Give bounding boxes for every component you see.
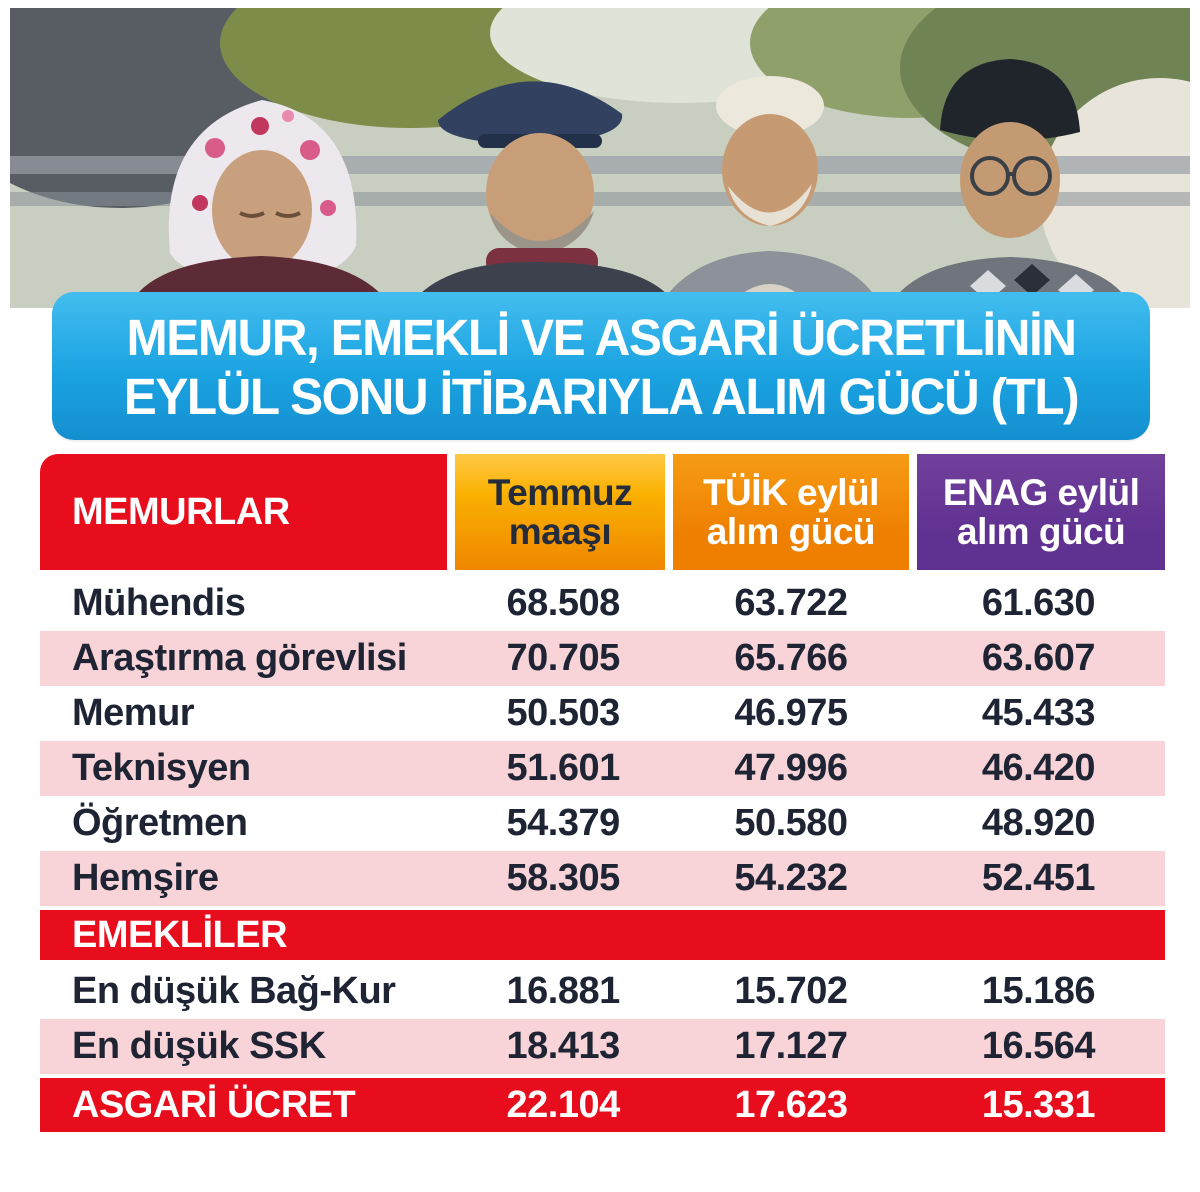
purchasing-power-table: MEMURLAR Temmuz maaşı TÜİK eylül alım gü… bbox=[40, 454, 1165, 1133]
tuik-value: 54.232 bbox=[734, 857, 848, 900]
enag-value: 52.451 bbox=[981, 857, 1096, 900]
tuik-value: 17.623 bbox=[734, 1083, 848, 1126]
title-banner: MEMUR, EMEKLİ VE ASGARİ ÜCRETLİNİN EYLÜL… bbox=[52, 292, 1150, 441]
temmuz-value: 50.503 bbox=[506, 692, 621, 735]
enag-value: 16.564 bbox=[981, 1025, 1096, 1068]
temmuz-value: 68.508 bbox=[506, 582, 621, 625]
header-tuik-eylul: TÜİK eylül alım gücü bbox=[672, 454, 910, 571]
table-row-en-dusuk-ssk: En düşük SSK 18.413 17.127 16.564 bbox=[40, 1019, 1165, 1075]
row-label: Mühendis bbox=[72, 582, 246, 625]
header-enag-eylul: ENAG eylül alım gücü bbox=[917, 454, 1165, 571]
row-label: Araştırma görevlisi bbox=[72, 637, 407, 680]
section-row-emekliler: EMEKLİLER bbox=[40, 906, 1165, 965]
infographic-page: MEMUR, EMEKLİ VE ASGARİ ÜCRETLİNİN EYLÜL… bbox=[0, 8, 1200, 1192]
table-row-muhendis: Mühendis 68.508 63.722 61.630 bbox=[40, 576, 1165, 632]
tuik-value: 47.996 bbox=[734, 747, 848, 790]
table-row-memur: Memur 50.503 46.975 45.433 bbox=[40, 686, 1165, 742]
tuik-value: 46.975 bbox=[734, 692, 848, 735]
row-label: En düşük Bağ-Kur bbox=[72, 970, 396, 1013]
pensioners-photo bbox=[10, 8, 1190, 308]
enag-value: 15.331 bbox=[981, 1083, 1096, 1126]
footer-row-asgari-ucret: ASGARİ ÜCRET 22.104 17.623 15.331 bbox=[40, 1074, 1165, 1133]
temmuz-value: 58.305 bbox=[506, 857, 621, 900]
header-memurlar: MEMURLAR bbox=[40, 454, 448, 571]
row-label: Öğretmen bbox=[72, 802, 248, 845]
row-label: ASGARİ ÜCRET bbox=[72, 1083, 356, 1126]
temmuz-value: 18.413 bbox=[506, 1025, 621, 1068]
temmuz-value: 16.881 bbox=[506, 970, 621, 1013]
table-row-en-dusuk-bag-kur: En düşük Bağ-Kur 16.881 15.702 15.186 bbox=[40, 964, 1165, 1020]
temmuz-value: 22.104 bbox=[506, 1083, 621, 1126]
tuik-value: 63.722 bbox=[734, 582, 848, 625]
pensioners-photo-illustration bbox=[10, 8, 1190, 308]
banner-line-2: EYLÜL SONU İTİBARIYLA ALIM GÜCÜ (TL) bbox=[123, 368, 1080, 426]
tuik-value: 17.127 bbox=[734, 1025, 848, 1068]
table-header: MEMURLAR Temmuz maaşı TÜİK eylül alım gü… bbox=[40, 454, 1165, 571]
tuik-value: 50.580 bbox=[734, 802, 848, 845]
banner-line-1: MEMUR, EMEKLİ VE ASGARİ ÜCRETLİNİN bbox=[126, 309, 1077, 366]
temmuz-value: 70.705 bbox=[506, 637, 621, 680]
enag-value: 45.433 bbox=[981, 692, 1096, 735]
section-label: EMEKLİLER bbox=[72, 913, 288, 956]
temmuz-value: 54.379 bbox=[506, 802, 621, 845]
enag-value: 15.186 bbox=[981, 970, 1096, 1013]
enag-value: 46.420 bbox=[981, 747, 1096, 790]
row-label: Teknisyen bbox=[72, 747, 251, 790]
temmuz-value: 51.601 bbox=[506, 747, 621, 790]
row-label: En düşük SSK bbox=[72, 1025, 326, 1068]
table-row-teknisyen: Teknisyen 51.601 47.996 46.420 bbox=[40, 741, 1165, 797]
table-row-ogretmen: Öğretmen 54.379 50.580 48.920 bbox=[40, 796, 1165, 852]
enag-value: 48.920 bbox=[981, 802, 1096, 845]
table-row-hemsire: Hemşire 58.305 54.232 52.451 bbox=[40, 851, 1165, 907]
tuik-value: 65.766 bbox=[734, 637, 848, 680]
header-temmuz-maasi: Temmuz maaşı bbox=[455, 454, 665, 571]
enag-value: 61.630 bbox=[981, 582, 1096, 625]
row-label: Memur bbox=[72, 692, 195, 735]
table-body: Mühendis 68.508 63.722 61.630 Araştırma … bbox=[40, 576, 1165, 1133]
table-row-arastirma-gorevlisi: Araştırma görevlisi 70.705 65.766 63.607 bbox=[40, 631, 1165, 687]
enag-value: 63.607 bbox=[981, 637, 1096, 680]
tuik-value: 15.702 bbox=[734, 970, 848, 1013]
row-label: Hemşire bbox=[72, 857, 219, 900]
